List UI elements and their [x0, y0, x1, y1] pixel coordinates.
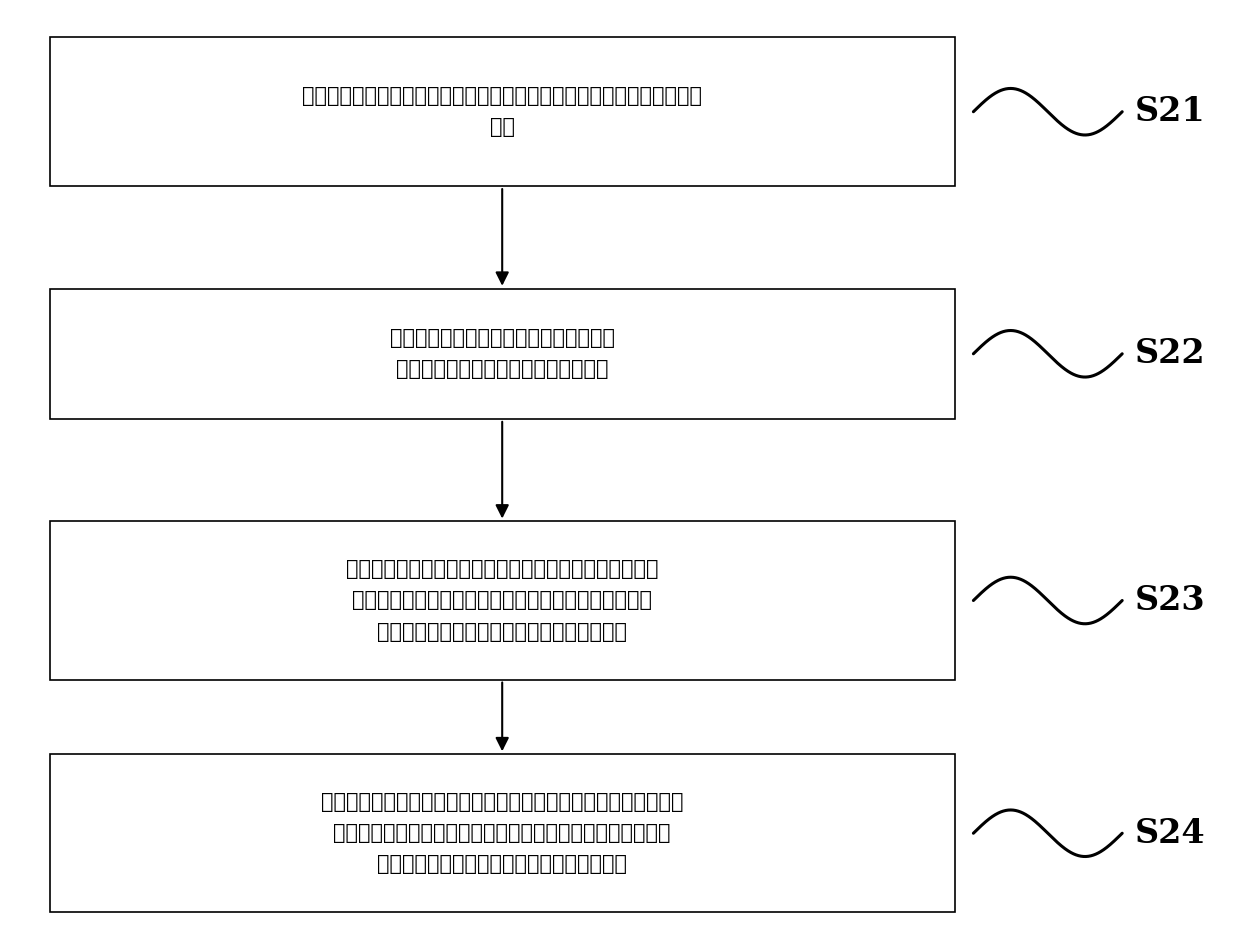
- Text: S23: S23: [1135, 584, 1205, 617]
- Text: 将多个片材单元带分别独立加工成相应的多个片材单元，
其中在至少部分的片材单元带的片材表面上相应加工出
沿流水线输出方向重复呈现的非闭合的几何体: 将多个片材单元带分别独立加工成相应的多个片材单元， 其中在至少部分的片材单元带的…: [346, 560, 658, 641]
- Text: 将各个芯材单元片沿宽边输出方向收拢并层叠拼接成单元拼接体，
单元拼接体包括沿流水线输出方向依次分布的多个轴孔结构，
多个轴孔结构分别通过相应的几何体拼接而成: 将各个芯材单元片沿宽边输出方向收拢并层叠拼接成单元拼接体， 单元拼接体包括沿流水…: [321, 792, 683, 874]
- FancyBboxPatch shape: [50, 754, 955, 912]
- FancyBboxPatch shape: [50, 37, 955, 186]
- Text: S24: S24: [1135, 816, 1205, 850]
- Text: 模内热复合成型具有结构层和功能层的平整片材并沿流水线输出方向持续
输出: 模内热复合成型具有结构层和功能层的平整片材并沿流水线输出方向持续 输出: [303, 87, 702, 137]
- FancyBboxPatch shape: [50, 521, 955, 680]
- Text: S21: S21: [1135, 95, 1205, 128]
- Text: 将平整片材沿流水线输出方向分割以形成
沿宽边输出方向等宽的多个芯材单元片: 将平整片材沿流水线输出方向分割以形成 沿宽边输出方向等宽的多个芯材单元片: [389, 329, 615, 379]
- FancyBboxPatch shape: [50, 289, 955, 419]
- Text: S22: S22: [1135, 337, 1205, 371]
